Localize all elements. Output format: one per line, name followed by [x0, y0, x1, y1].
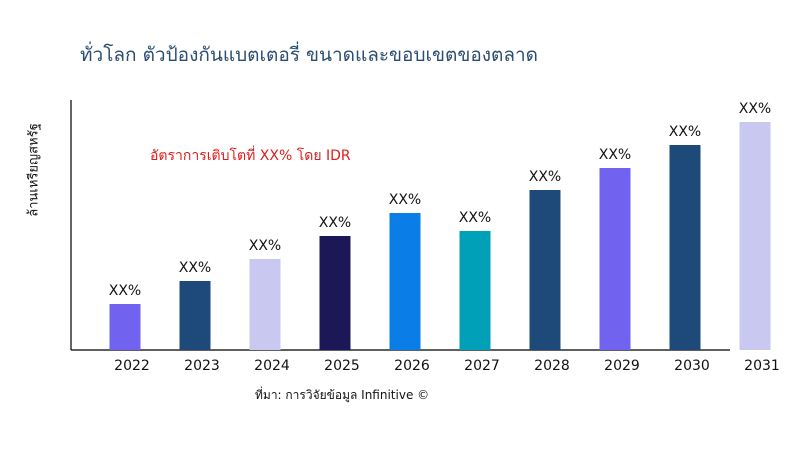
bar-2022: [109, 304, 141, 350]
x-tick-label-2027: 2027: [464, 358, 500, 374]
x-tick-label-2025: 2025: [324, 358, 360, 374]
x-tick-label-2022: 2022: [114, 358, 150, 374]
x-tick-label-2031: 2031: [744, 358, 780, 374]
data-label-2023: XX%: [179, 260, 211, 276]
data-label-2022: XX%: [109, 283, 141, 299]
growth-annotation: อัตราการเติบโตที่ XX% โดย IDR: [150, 148, 351, 164]
source-note: ที่มา: การวิจัยข้อมูล Infinitive ©: [255, 388, 430, 402]
data-label-2030: XX%: [669, 124, 701, 140]
data-label-2024: XX%: [249, 238, 281, 254]
x-tick-label-2029: 2029: [604, 358, 640, 374]
bar-2029: [599, 168, 631, 350]
bar-2026: [389, 213, 421, 350]
bar-2031: [739, 122, 771, 350]
data-label-2025: XX%: [319, 215, 351, 231]
bar-2027: [459, 231, 491, 350]
data-label-2026: XX%: [389, 192, 421, 208]
chart-title: ทั่วโลก ตัวป้องกันแบตเตอรี่ ขนาดและขอบเข…: [80, 44, 538, 66]
data-label-2029: XX%: [599, 147, 631, 163]
data-label-2028: XX%: [529, 169, 561, 185]
x-tick-label-2024: 2024: [254, 358, 290, 374]
bar-2024: [249, 259, 281, 350]
x-tick-label-2030: 2030: [674, 358, 710, 374]
bar-2030: [669, 145, 701, 350]
x-tick-label-2023: 2023: [184, 358, 220, 374]
bar-2025: [319, 236, 351, 350]
bar-2023: [179, 281, 211, 350]
data-label-2027: XX%: [459, 210, 491, 226]
bar-2028: [529, 190, 561, 350]
x-tick-label-2028: 2028: [534, 358, 570, 374]
x-tick-label-2026: 2026: [394, 358, 430, 374]
data-label-2031: XX%: [739, 101, 771, 117]
